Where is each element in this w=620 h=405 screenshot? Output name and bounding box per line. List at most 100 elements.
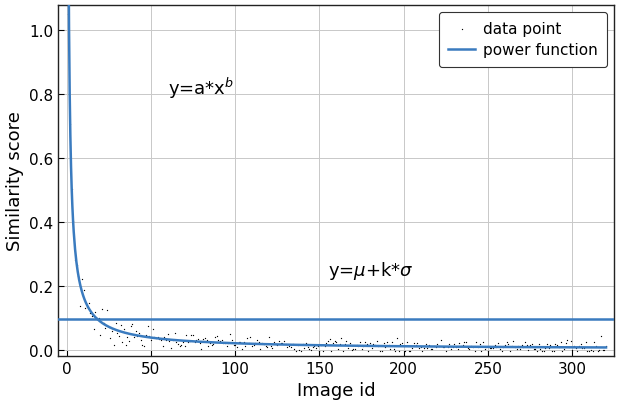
data point <box>234 339 244 345</box>
data point <box>559 346 569 352</box>
data point <box>541 345 551 352</box>
data point <box>569 343 579 350</box>
data point <box>421 341 431 347</box>
data point <box>439 344 449 351</box>
data point <box>311 345 321 352</box>
data point <box>157 342 167 349</box>
data point <box>276 339 286 346</box>
data point <box>475 341 485 347</box>
data point <box>284 343 294 350</box>
data point <box>298 341 308 347</box>
data point <box>208 341 218 347</box>
data point <box>379 340 389 347</box>
data point <box>217 337 227 343</box>
data point <box>466 343 476 349</box>
data point <box>91 309 100 315</box>
data point <box>154 336 164 343</box>
data point <box>333 346 343 352</box>
data point <box>102 307 112 314</box>
data point <box>323 338 333 345</box>
data point <box>498 344 508 350</box>
data point <box>414 345 424 352</box>
data point <box>426 345 436 352</box>
data point <box>223 340 233 347</box>
data point <box>176 342 186 348</box>
data point <box>375 348 385 355</box>
data point <box>443 343 453 350</box>
data point <box>394 348 404 355</box>
data point <box>458 342 467 349</box>
data point <box>119 326 129 333</box>
data point <box>159 334 169 340</box>
data point <box>385 346 395 352</box>
data point <box>267 345 277 351</box>
data point <box>347 347 356 353</box>
data point <box>185 338 195 344</box>
data point <box>546 342 556 349</box>
data point <box>487 345 497 351</box>
data point <box>485 344 495 351</box>
data point <box>136 337 146 343</box>
data point <box>593 347 603 354</box>
data point <box>409 340 419 347</box>
data point <box>318 348 328 355</box>
data point <box>490 342 500 349</box>
data point <box>105 335 115 342</box>
data point <box>247 343 257 349</box>
power function <box>407 344 415 349</box>
data point <box>271 341 281 347</box>
data point <box>250 340 260 346</box>
data point <box>331 339 341 345</box>
data point <box>595 347 604 353</box>
data point <box>434 343 444 349</box>
data point <box>182 332 192 338</box>
data point <box>397 339 407 346</box>
data point <box>171 339 181 345</box>
data point <box>515 346 525 352</box>
data point <box>513 343 523 349</box>
data point <box>104 324 113 330</box>
data point <box>493 340 503 347</box>
data point <box>337 335 347 342</box>
data point <box>70 257 80 264</box>
data point <box>161 337 171 343</box>
data point <box>246 334 255 341</box>
data point <box>463 345 473 352</box>
data point <box>445 341 454 347</box>
data point <box>488 345 498 351</box>
data point <box>283 344 293 350</box>
data point <box>382 339 392 345</box>
data point <box>574 343 584 350</box>
data point <box>149 334 159 340</box>
data point <box>308 344 317 350</box>
data point <box>319 343 329 350</box>
data point <box>353 343 363 350</box>
data point <box>75 303 85 310</box>
data point <box>68 218 78 224</box>
data point <box>586 347 596 353</box>
data point <box>110 320 120 326</box>
data point <box>478 339 488 345</box>
data point <box>77 276 87 283</box>
data point <box>190 339 200 346</box>
data point <box>464 346 474 352</box>
data point <box>551 341 560 347</box>
data point <box>249 342 259 348</box>
data point <box>427 346 437 352</box>
data point <box>557 348 567 354</box>
power function <box>97 320 105 325</box>
data point <box>92 315 102 321</box>
data point <box>257 340 267 347</box>
data point <box>446 346 456 353</box>
data point <box>100 325 110 331</box>
data point <box>109 342 119 348</box>
data point <box>79 287 89 293</box>
data point <box>330 338 340 344</box>
data point <box>508 338 518 345</box>
data point <box>211 333 221 340</box>
data point <box>576 341 586 347</box>
data point <box>146 337 156 343</box>
data point <box>143 323 153 329</box>
data point <box>178 339 188 345</box>
data point <box>210 334 220 341</box>
